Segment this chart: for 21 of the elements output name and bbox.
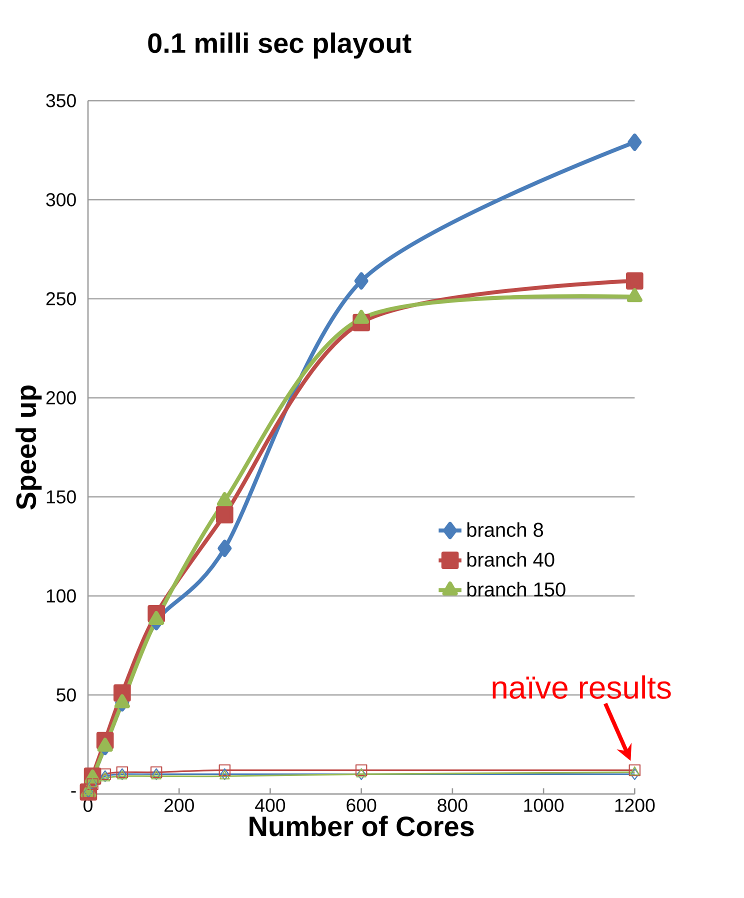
y-tick-label: 250 <box>46 292 76 306</box>
x-tick-label: 600 <box>346 798 376 812</box>
y-tick-label: 150 <box>46 490 76 504</box>
y-tick-label: - <box>71 791 76 793</box>
y-tick-label: 100 <box>46 589 76 603</box>
chart-title: 0.1 milli sec playout <box>148 32 412 59</box>
x-tick-label: 1200 <box>615 798 655 812</box>
x-axis-title: Number of Cores <box>250 816 474 836</box>
x-tick-label: 1000 <box>524 798 564 812</box>
annotation: naïve results <box>492 675 671 699</box>
y-tick-label: 50 <box>56 688 76 702</box>
y-tick-label: 350 <box>46 94 76 108</box>
y-tick-label: 200 <box>46 391 76 404</box>
x-tick-label: 800 <box>438 798 468 812</box>
x-tick-label: 400 <box>255 798 286 812</box>
legend-label: branch 40 <box>467 552 554 567</box>
y-tick-label: 300 <box>46 193 76 206</box>
legend-label: branch 150 <box>467 582 566 597</box>
legend-label: branch 8 <box>467 522 544 537</box>
x-tick-label: 200 <box>164 798 194 812</box>
y-axis-title: Speed up <box>16 385 42 510</box>
